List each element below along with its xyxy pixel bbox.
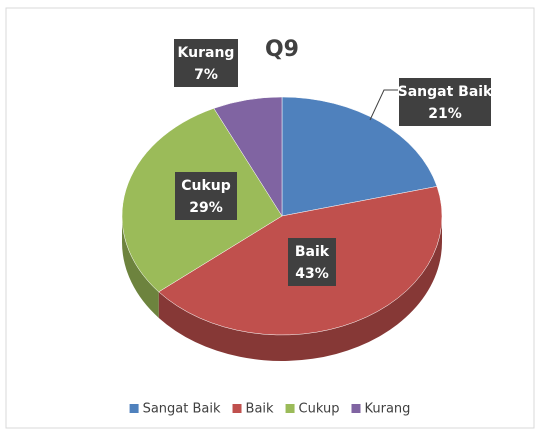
label-value: 21% <box>428 106 462 122</box>
label-category: Kurang <box>178 45 235 61</box>
pie-side <box>158 216 442 362</box>
label-box <box>399 78 491 126</box>
legend-swatch <box>129 404 139 413</box>
label-box <box>174 39 238 87</box>
pie-slice <box>213 96 283 217</box>
legend-label: Kurang <box>364 402 410 417</box>
label-value: 7% <box>194 67 218 83</box>
legend-label: Sangat Baik <box>143 402 221 417</box>
legend-swatch <box>232 404 242 413</box>
label-category: Cukup <box>181 178 231 194</box>
label-category: Baik <box>295 244 330 260</box>
label-box <box>288 238 336 286</box>
chart-title: Q9 <box>265 37 299 62</box>
leader-line <box>369 89 398 121</box>
legend-swatch <box>285 404 295 413</box>
pie-slice <box>281 96 438 217</box>
label-category: Sangat Baik <box>398 84 493 100</box>
legend-label: Cukup <box>299 402 340 417</box>
label-value: 43% <box>295 266 329 282</box>
label-value: 29% <box>189 200 223 216</box>
label-box <box>175 172 237 220</box>
legend-swatch <box>351 404 361 413</box>
pie-side <box>122 216 159 318</box>
legend: Sangat Baik Baik Cukup Kurang <box>129 402 410 417</box>
legend-label: Baik <box>246 402 274 417</box>
